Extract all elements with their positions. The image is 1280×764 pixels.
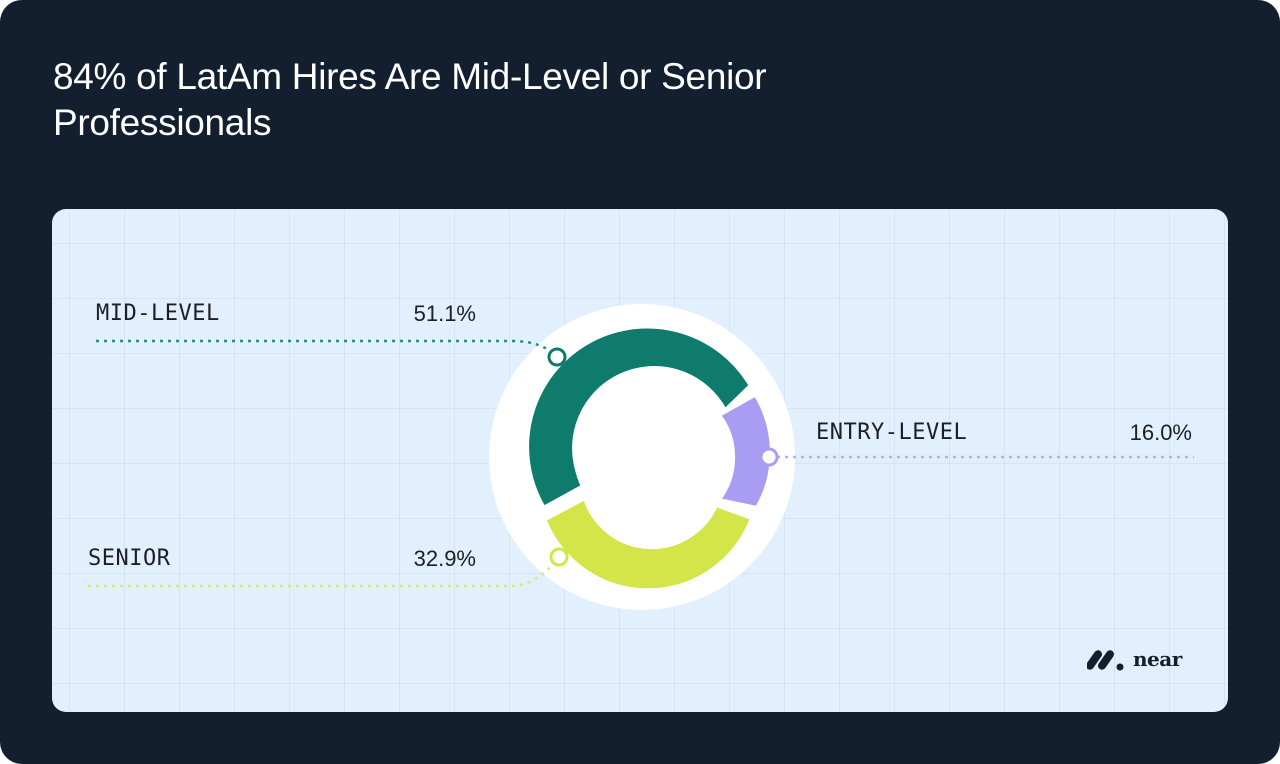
senior-value: 32.9% (413, 546, 476, 571)
mid-level-marker (547, 347, 567, 367)
entry-level-value: 16.0% (1129, 420, 1192, 445)
donut-segment-senior[interactable] (542, 496, 754, 593)
senior-label: SENIOR (88, 546, 171, 571)
mid-level-leader-line (96, 339, 558, 358)
entry-level-marker (759, 447, 779, 467)
donut-chart (88, 304, 1194, 610)
near-logo: near (1087, 646, 1182, 672)
chart-title: 84% of LatAm Hires Are Mid-Level or Seni… (53, 56, 767, 143)
logo-text: near (1133, 647, 1182, 671)
mid-level-label: MID-LEVEL (96, 301, 220, 326)
entry-level-label: ENTRY-LEVEL (816, 420, 968, 445)
donut-segment-entry-level[interactable] (716, 392, 774, 510)
mid-level-value: 51.1% (413, 301, 476, 326)
senior-marker (549, 547, 569, 567)
donut-hole (574, 389, 710, 525)
senior-leader-line (88, 558, 558, 588)
chart-panel: MID-LEVEL 51.1% ENTRY-LEVEL 16.0% SENIOR… (52, 209, 1228, 712)
near-logo-icon (1087, 650, 1124, 671)
donut-segment-mid-level[interactable] (525, 324, 753, 510)
